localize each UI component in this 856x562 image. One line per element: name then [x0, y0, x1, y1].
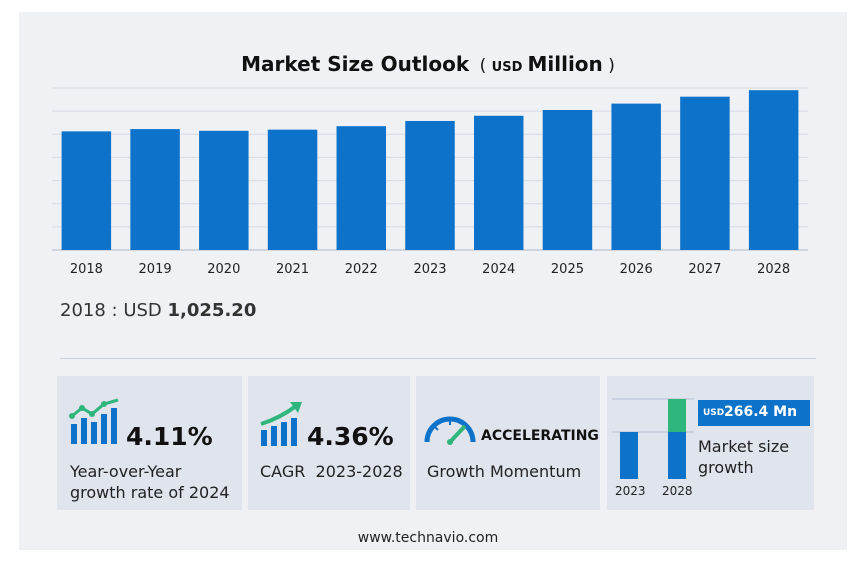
bar-2022 [336, 126, 387, 250]
x-tick-label-2027: 2027 [688, 262, 721, 277]
market-growth-card [607, 376, 814, 510]
base-year-number: 1,025.20 [167, 300, 257, 321]
base-year-label: 2018 : USD [60, 300, 162, 321]
x-tick-label-2025: 2025 [551, 262, 584, 277]
mini-year-end: 2028 [662, 484, 693, 498]
badge-currency: USD [703, 408, 725, 418]
yoy-caption-line1: Year-over-Year [70, 462, 182, 481]
yoy-caption-line2: growth rate of 2024 [70, 483, 230, 502]
momentum-value: ACCELERATING [481, 428, 599, 444]
footer-url: www.technavio.com [357, 530, 499, 546]
bar-2023 [405, 120, 455, 250]
x-tick-label-2023: 2023 [413, 262, 446, 277]
speedometer-icon [424, 416, 476, 445]
chart-x-labels: 2018 2019 2020 2021 2022 2023 2024 2025 2026 2027… [70, 262, 790, 277]
x-tick-label-2028: 2028 [757, 262, 790, 277]
cagr-caption: CAGR 2023-2028 [260, 462, 403, 481]
mini-year-start: 2023 [615, 484, 646, 498]
mini-bar-increment [668, 399, 686, 432]
bar-2025 [542, 109, 593, 250]
yoy-card [57, 376, 242, 510]
chart-title: Market Size Outlook ( USD Million ) [241, 52, 615, 76]
yoy-value: 4.11% [126, 422, 213, 451]
market-caption-line1: Market size [698, 437, 790, 456]
bar-2026 [611, 103, 661, 250]
chart-title-currency: USD [491, 60, 523, 75]
market-caption-line2: growth [698, 458, 754, 477]
bar-2027 [680, 96, 730, 250]
section-divider [60, 358, 816, 359]
momentum-card [416, 376, 600, 510]
mini-growth-chart [612, 398, 694, 479]
cagr-value: 4.36% [307, 422, 394, 451]
bar-2021 [267, 129, 318, 250]
x-tick-label-2018: 2018 [70, 262, 103, 277]
bar-2020 [199, 130, 249, 250]
bar-2019 [130, 129, 180, 250]
bar-2024 [473, 115, 524, 251]
market-size-bar-chart: 2018 2019 2020 2021 2022 2023 2024 2025 2026 2027… [52, 87, 808, 277]
x-tick-label-2022: 2022 [345, 262, 378, 277]
market-growth-badge: USD 266.4 Mn [698, 400, 810, 426]
bar-growth-icon [260, 402, 302, 446]
bar-2028 [748, 90, 799, 250]
chart-bars [61, 90, 799, 251]
mini-bar-2028 [668, 432, 686, 479]
chart-title-text: Market Size Outlook [241, 52, 470, 76]
x-tick-label-2024: 2024 [482, 262, 515, 277]
x-tick-label-2019: 2019 [139, 262, 172, 277]
base-year-value: 2018 : USD 1,025.20 [60, 300, 256, 321]
x-tick-label-2021: 2021 [276, 262, 309, 277]
bar-2018 [61, 131, 112, 250]
chart-title-unit: Million [527, 52, 603, 76]
mini-bar-2023 [620, 432, 638, 479]
bar-growth-icon [69, 398, 119, 444]
momentum-caption: Growth Momentum [427, 462, 582, 481]
x-tick-label-2026: 2026 [620, 262, 653, 277]
x-tick-label-2020: 2020 [207, 262, 240, 277]
badge-value: 266.4 Mn [724, 404, 798, 420]
